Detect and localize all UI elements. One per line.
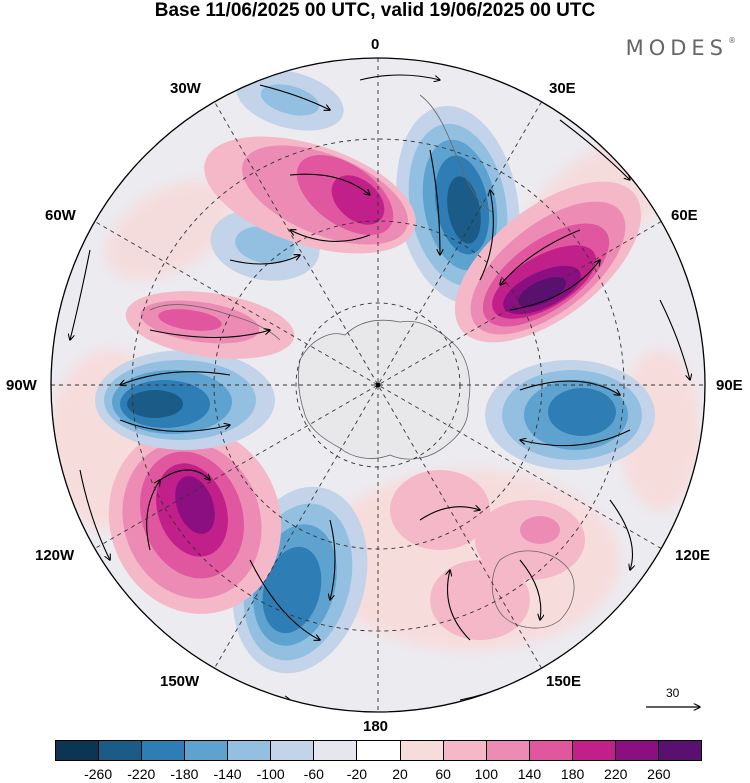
colorbar-tick-label: -20 [346, 766, 368, 782]
wind-vector [120, 371, 231, 385]
colorbar-tick-label: -60 [303, 766, 324, 782]
africa-coastline [419, 94, 493, 213]
colorbar-swatch [356, 741, 400, 760]
colorbar-tick-label: -140 [213, 766, 242, 782]
anomaly-lobe-0e [396, 105, 520, 305]
colorbar-tick-label: -220 [127, 766, 156, 782]
south-pole-marker [375, 382, 381, 388]
wind-vector [79, 469, 110, 560]
anomaly-field [51, 58, 705, 712]
colorbar-tick-label: -100 [256, 766, 285, 782]
wind-vector [419, 507, 480, 521]
longitude-label-60w: 60W [45, 207, 76, 224]
wind-vector [290, 230, 371, 242]
meridian-120e-60w [94, 221, 662, 549]
longitude-label-180: 180 [363, 718, 389, 735]
wind-vector [119, 419, 230, 432]
colorbar-swatch [485, 741, 529, 760]
wind-vector [659, 299, 690, 380]
wind-vector [500, 229, 581, 285]
brand-registered-mark: ® [728, 36, 736, 45]
wind-vector [509, 260, 600, 311]
wind-vector [159, 469, 210, 480]
colorbar-tick-label: 260 [647, 766, 671, 782]
map-title: Base 11/06/2025 00 UTC, valid 19/06/2025… [154, 0, 596, 21]
anomaly-lobe-75w [125, 291, 295, 359]
longitude-label-0: 0 [371, 36, 380, 53]
anomaly-lobe-20w [204, 136, 416, 254]
brand-logo: MODES® [626, 36, 736, 60]
wind-vector [289, 173, 370, 195]
map-boundary [50, 57, 706, 713]
colorbar-tick-label: -180 [170, 766, 199, 782]
wind-vector [519, 380, 620, 395]
colorbar-swatch [270, 741, 314, 760]
colorbar-tick-label: 220 [604, 766, 628, 782]
wind-vector [448, 570, 471, 641]
wind-vector [609, 499, 633, 570]
wind-vector [359, 74, 440, 80]
colorbar-swatch [614, 741, 658, 760]
meridian-150e-30w [214, 101, 542, 669]
longitude-label-60e: 60E [671, 207, 698, 224]
colorbar-swatch [184, 741, 228, 760]
wind-vector [149, 330, 270, 339]
colorbar-swatch [657, 741, 701, 760]
colorbar-tick-label: 180 [560, 766, 585, 782]
colorbar-tick-label: 60 [435, 766, 451, 782]
colorbar-swatch [141, 741, 185, 760]
colorbar-tick-label: -260 [84, 766, 113, 782]
colorbar-swatch [399, 741, 443, 760]
colorbar-swatch [227, 741, 271, 760]
anomaly-lobe-25w [236, 69, 344, 131]
wind-vector [330, 519, 336, 600]
colorbar [55, 740, 702, 761]
longitude-label-120e: 120E [675, 547, 711, 564]
colorbar-swatch [98, 741, 142, 760]
wind-vector [519, 559, 541, 620]
anomaly-lobe-95w [95, 350, 275, 450]
wind-vector [70, 249, 91, 340]
colorbar-swatch [56, 741, 99, 760]
longitude-label-120w: 120W [35, 547, 75, 564]
colorbar-swatch [313, 741, 357, 760]
colorbar-swatch [571, 741, 615, 760]
meridian-60e-120w [94, 221, 662, 549]
wind-vector [429, 149, 440, 255]
anomaly-lobe-100e [485, 360, 655, 470]
longitude-label-30e: 30E [549, 80, 576, 97]
longitude-label-90e: 90E [716, 377, 743, 394]
latitude-circle [131, 138, 625, 632]
meridian-30e-150w [214, 101, 542, 669]
longitude-label-150e: 150E [546, 673, 582, 690]
graticule [51, 58, 705, 712]
antarctica-coastline [297, 319, 471, 460]
wind-vector [479, 190, 493, 281]
colorbar-tick-label: 140 [517, 766, 542, 782]
colorbar-tick-label: 20 [392, 766, 408, 782]
wind-vector [249, 559, 320, 640]
wind-vector [146, 480, 160, 551]
brand-text: MODES [625, 36, 728, 60]
colorbar-swatch [442, 741, 486, 760]
longitude-label-90w: 90W [6, 377, 37, 394]
anomaly-lobe-45e [454, 181, 642, 343]
wind-vector [259, 84, 330, 110]
longitude-label-150w: 150W [160, 673, 200, 690]
colorbar-tick-label: 100 [474, 766, 499, 782]
longitude-label-30w: 30W [170, 80, 201, 97]
wind-vector [559, 119, 630, 180]
colorbar-swatch [528, 741, 572, 760]
wind-reference-value: 30 [666, 686, 680, 700]
